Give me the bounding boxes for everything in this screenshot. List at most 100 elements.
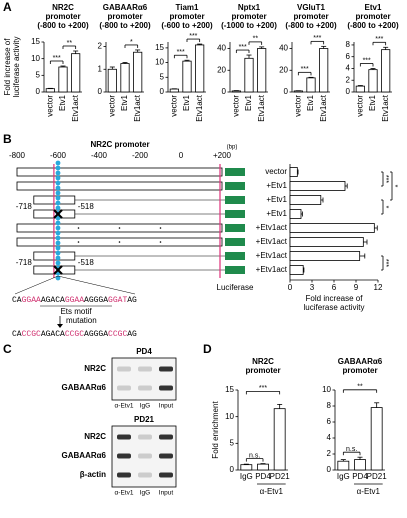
x-tick-label: Etv1act: [71, 94, 80, 121]
gel-band: [117, 434, 131, 440]
luciferase-box: [225, 182, 245, 190]
gel-title: PD4: [136, 347, 152, 356]
bar: [58, 66, 68, 93]
x-tick-label: vector: [169, 95, 178, 117]
site-dot: [118, 241, 121, 243]
y-tick-label: +Etv1: [266, 181, 287, 190]
x-tick-label: PD21: [270, 472, 291, 481]
bar: [257, 463, 269, 471]
x-tick-label: 3: [310, 283, 315, 292]
y-tick-label: +Etv1act: [256, 265, 288, 274]
gel-band: [159, 453, 173, 459]
sequence-part: CA: [12, 296, 22, 305]
x-tick-label: Etv1: [120, 94, 129, 111]
y-tick-label: 10: [31, 54, 40, 63]
panel-label: C: [3, 342, 12, 356]
x-axis-label: Fold increase of: [306, 294, 364, 303]
bar: [368, 69, 378, 93]
sig-label: ***: [177, 49, 185, 56]
bar: [71, 53, 81, 93]
bar: [289, 167, 298, 177]
bar: [231, 90, 241, 93]
y-tick-label: 15: [155, 43, 164, 52]
chart-title: promoter: [45, 12, 80, 21]
motif-label: Ets motif: [60, 307, 92, 316]
axis-label: -800: [9, 151, 26, 160]
mutation-x: [53, 265, 63, 275]
sig-label: **: [357, 384, 363, 391]
axis-label: -200: [132, 151, 149, 160]
y-tick-label: 6: [327, 417, 332, 426]
bar: [244, 57, 254, 93]
bar: [107, 68, 117, 93]
sig-label: *: [130, 39, 133, 46]
luciferase-box: [225, 168, 245, 176]
gel-lane-label: IgG: [140, 403, 150, 410]
sequence-part: GGAA: [22, 296, 41, 305]
sequence-part: AGACA: [41, 330, 65, 339]
sig-label: ***: [53, 55, 61, 62]
bar: [306, 77, 316, 93]
y-tick-label: +Etv1act: [256, 251, 288, 260]
axis-label: 0: [179, 151, 184, 160]
sequence-part: AGGGA: [84, 330, 108, 339]
y-tick-label: 0: [230, 465, 235, 474]
mutation-label: mutation: [66, 316, 97, 325]
x-tick-label: 0: [288, 283, 293, 292]
sig-label: ***: [301, 66, 309, 73]
bar: [289, 251, 361, 261]
bar: [195, 44, 205, 93]
gel-band: [159, 434, 173, 440]
luciferase-box: [225, 224, 245, 232]
y-axis-label: luciferase activity: [12, 37, 21, 98]
bar: [289, 195, 322, 205]
axis-label: -600: [50, 151, 67, 160]
y-tick-label: 5: [230, 438, 235, 447]
gel-title: PD21: [134, 415, 155, 424]
sequence-part: CA: [12, 330, 22, 339]
sequence-part: CCGC: [65, 330, 84, 339]
sig-label: ***: [313, 35, 321, 42]
y-tick-label: 4: [327, 433, 332, 442]
bar: [293, 90, 303, 93]
ets-site: [55, 190, 61, 196]
axis-label: -400: [91, 151, 108, 160]
gel-band: [159, 472, 173, 478]
ets-site: [55, 195, 61, 201]
gel-lane-label: IgG: [140, 490, 150, 497]
panel-label: B: [3, 132, 12, 146]
y-tick-label: 8: [327, 401, 332, 410]
chart-title: promoter: [293, 12, 328, 21]
bar: [133, 51, 143, 93]
gel-band: [138, 472, 152, 478]
chart-title: promoter: [169, 12, 204, 21]
y-tick-label: 0: [36, 87, 41, 96]
luciferase-box: [225, 238, 245, 246]
gel-lane-label: Input: [159, 490, 174, 497]
gel-band: [159, 385, 173, 391]
y-tick-label: 5: [160, 72, 165, 81]
x-tick-label: Etv1act: [133, 94, 142, 121]
y-tick-label: +Etv1: [266, 195, 287, 204]
ets-site: [55, 255, 61, 261]
ets-site: [55, 250, 61, 256]
sig-label: *: [391, 185, 398, 188]
ets-site: [55, 170, 61, 176]
sig-label: ***: [239, 44, 247, 51]
promoter-box: [16, 167, 223, 177]
bar: [120, 63, 130, 93]
x-tick-label: 12: [374, 283, 383, 292]
y-tick-label: 4: [346, 64, 351, 73]
chart-subtitle: (-1000 to +200): [221, 21, 277, 30]
ets-site: [55, 160, 61, 166]
site-dot: [118, 227, 121, 229]
x-tick-label: IgG: [337, 472, 350, 481]
bar: [319, 48, 329, 93]
y-tick-label: 10: [155, 58, 164, 67]
sig-label: ***: [189, 33, 197, 40]
site-dot: [159, 241, 162, 243]
bar: [45, 88, 55, 93]
luciferase-box: [225, 252, 245, 260]
ets-site: [55, 275, 61, 281]
chart-subtitle: (-800 to +200): [347, 21, 399, 30]
